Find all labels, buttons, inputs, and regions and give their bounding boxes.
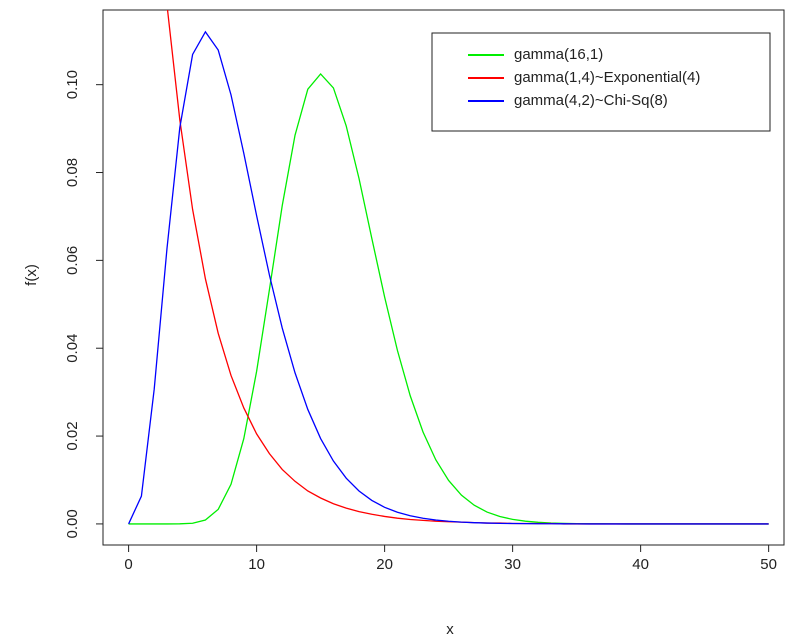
- legend-label: gamma(16,1): [514, 46, 603, 63]
- x-tick-label: 40: [632, 556, 649, 573]
- y-axis-label: f(x): [23, 264, 40, 286]
- y-tick-label: 0.00: [64, 509, 81, 538]
- plot-box: [102, 9, 785, 546]
- legend-label: gamma(4,2)~Chi-Sq(8): [514, 92, 668, 109]
- legend-box: [431, 32, 771, 132]
- series-line: [128, 72, 769, 525]
- x-axis-label: x: [446, 621, 454, 638]
- y-tick-label: 0.04: [64, 334, 81, 363]
- x-tick-label: 10: [248, 556, 265, 573]
- x-tick-label: 30: [504, 556, 521, 573]
- x-tick-label: 50: [760, 556, 777, 573]
- series-line: [128, 30, 769, 525]
- legend-label: gamma(1,4)~Exponential(4): [514, 69, 700, 86]
- plot-lines: [128, 10, 769, 525]
- x-tick-label: 20: [376, 556, 393, 573]
- y-tick-label: 0.02: [64, 421, 81, 450]
- x-tick-label: 0: [124, 556, 132, 573]
- y-tick-label: 0.10: [64, 70, 81, 99]
- y-tick-label: 0.06: [64, 246, 81, 275]
- y-tick-label: 0.08: [64, 158, 81, 187]
